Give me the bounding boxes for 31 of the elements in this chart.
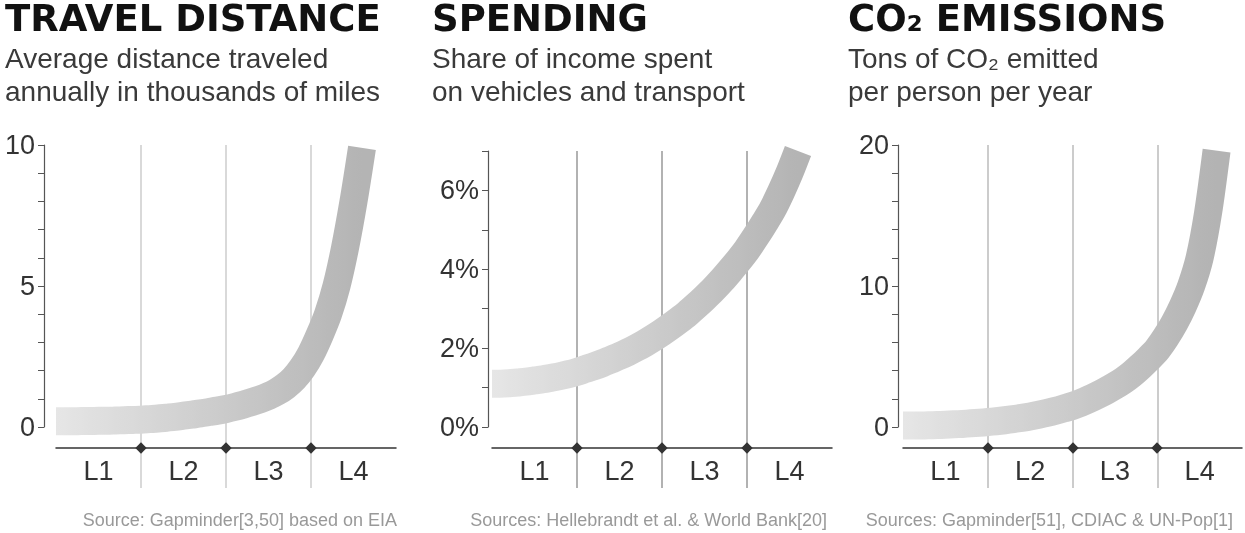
- x-tick-label: L4: [1184, 455, 1215, 486]
- x-tick-label: L2: [604, 455, 635, 486]
- y-tick-label: 20: [858, 130, 889, 160]
- y-tick-label: 10: [858, 271, 889, 301]
- y-tick-label: 4%: [439, 254, 479, 285]
- chart-title: CO₂ EMISSIONS: [848, 0, 1167, 40]
- y-tick-label: 2%: [439, 333, 479, 364]
- x-tick-label: L1: [83, 455, 114, 486]
- x-tick-label: L1: [930, 455, 961, 486]
- chart-subtitle: Average distance traveled annually in thousands of miles: [5, 43, 381, 107]
- source-note: Source: Gapminder[3,50] based on EIA: [82, 510, 397, 530]
- y-tick-label: 0%: [439, 412, 479, 442]
- x-tick-label: L2: [1015, 455, 1046, 486]
- x-tick-label: L3: [253, 455, 284, 486]
- y-tick-label: 0: [873, 412, 889, 442]
- x-tick-label: L1: [519, 455, 550, 486]
- chart-subtitle: Share of income spent on vehicles and transport: [432, 43, 746, 107]
- y-tick-label: 6%: [439, 175, 479, 206]
- x-tick-label: L4: [774, 455, 805, 486]
- chart-title: TRAVEL DISTANCE: [5, 0, 381, 40]
- y-tick-label: 10: [4, 130, 35, 160]
- x-tick-label: L3: [689, 455, 720, 486]
- chart-title: SPENDING: [432, 0, 648, 40]
- chart-subtitle: Tons of CO₂ emitted per person per year: [848, 43, 1099, 107]
- x-tick-label: L3: [1099, 455, 1130, 486]
- y-tick-label: 5: [19, 271, 35, 301]
- source-note: Sources: Hellebrandt et al. & World Bank[20]: [470, 510, 827, 530]
- source-note: Sources: Gapminder[51], CDIAC & UN-Pop[1]: [865, 510, 1233, 530]
- x-tick-label: L2: [168, 455, 199, 486]
- y-tick-label: 0: [19, 412, 35, 442]
- x-tick-label: L4: [338, 455, 369, 486]
